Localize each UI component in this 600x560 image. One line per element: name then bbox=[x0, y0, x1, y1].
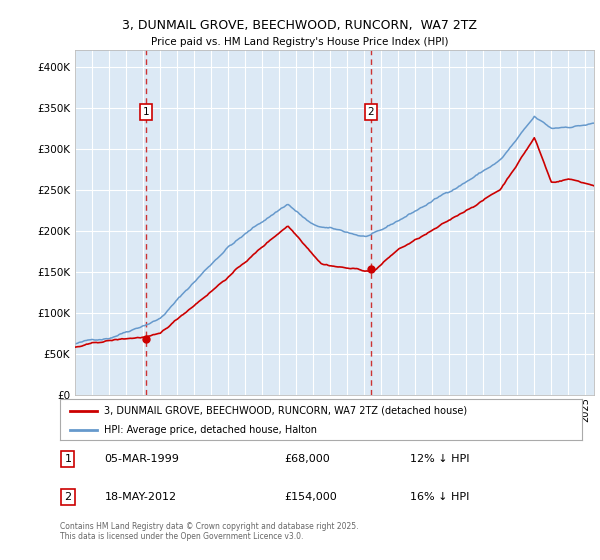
Text: 05-MAR-1999: 05-MAR-1999 bbox=[104, 454, 179, 464]
Text: Contains HM Land Registry data © Crown copyright and database right 2025.
This d: Contains HM Land Registry data © Crown c… bbox=[60, 522, 359, 542]
Text: £68,000: £68,000 bbox=[284, 454, 330, 464]
Text: 1: 1 bbox=[64, 454, 71, 464]
Text: HPI: Average price, detached house, Halton: HPI: Average price, detached house, Halt… bbox=[104, 424, 317, 435]
Text: 12% ↓ HPI: 12% ↓ HPI bbox=[410, 454, 469, 464]
Text: £154,000: £154,000 bbox=[284, 492, 337, 502]
Text: 16% ↓ HPI: 16% ↓ HPI bbox=[410, 492, 469, 502]
Text: Price paid vs. HM Land Registry's House Price Index (HPI): Price paid vs. HM Land Registry's House … bbox=[151, 37, 449, 47]
Text: 18-MAY-2012: 18-MAY-2012 bbox=[104, 492, 176, 502]
Text: 2: 2 bbox=[64, 492, 71, 502]
Text: 3, DUNMAIL GROVE, BEECHWOOD, RUNCORN, WA7 2TZ (detached house): 3, DUNMAIL GROVE, BEECHWOOD, RUNCORN, WA… bbox=[104, 405, 467, 416]
Text: 2: 2 bbox=[367, 107, 374, 117]
Text: 3, DUNMAIL GROVE, BEECHWOOD, RUNCORN,  WA7 2TZ: 3, DUNMAIL GROVE, BEECHWOOD, RUNCORN, WA… bbox=[122, 18, 478, 32]
Text: 1: 1 bbox=[143, 107, 149, 117]
